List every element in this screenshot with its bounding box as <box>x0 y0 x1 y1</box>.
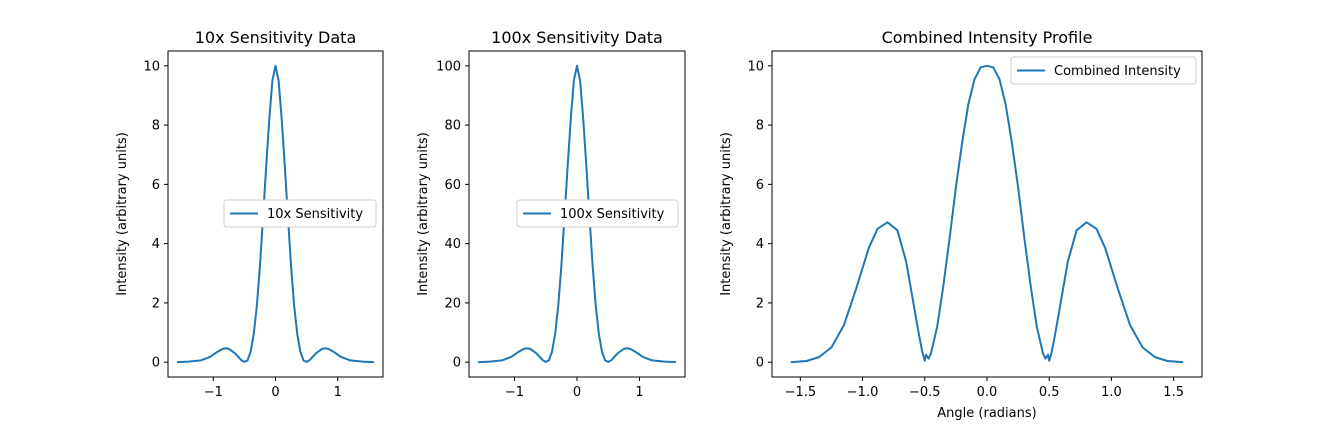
y-tick-label: 2 <box>756 296 764 311</box>
x-tick-label: 0 <box>573 385 581 400</box>
legend: 10x Sensitivity <box>223 199 377 228</box>
y-axis-label: Intensity (arbitrary units) <box>115 132 130 296</box>
y-tick-label: 100 <box>436 59 461 74</box>
y-tick-label: 2 <box>152 296 160 311</box>
chart-title: 100x Sensitivity Data <box>491 28 663 47</box>
y-tick-label: 4 <box>152 237 160 252</box>
y-tick-label: 6 <box>152 178 160 193</box>
chart-title: Combined Intensity Profile <box>882 28 1093 47</box>
legend-box <box>516 199 679 228</box>
x-tick-label: −0.5 <box>909 385 941 400</box>
x-tick-label: 1.0 <box>1101 385 1122 400</box>
y-tick-label: 8 <box>152 119 160 134</box>
y-tick-label: 60 <box>444 178 461 193</box>
x-tick-label: 1 <box>334 385 342 400</box>
y-tick-label: 80 <box>444 119 461 134</box>
y-tick-label: 10 <box>747 59 764 74</box>
y-axis-label: Intensity (arbitrary units) <box>719 132 734 296</box>
y-axis-label: Intensity (arbitrary units) <box>416 132 431 296</box>
x-tick-label: 0.5 <box>1039 385 1060 400</box>
series-line-3-1 <box>790 64 1184 364</box>
y-tick-label: 20 <box>444 296 461 311</box>
x-tick-label: −1 <box>204 385 223 400</box>
x-tick-label: 0.0 <box>977 385 998 400</box>
chart-title: 10x Sensitivity Data <box>195 28 357 47</box>
legend: 100x Sensitivity <box>516 199 679 228</box>
y-tick-label: 6 <box>756 178 764 193</box>
legend-label: 10x Sensitivity <box>267 207 363 222</box>
y-tick-label: 4 <box>756 237 764 252</box>
x-tick-label: −1.5 <box>785 385 817 400</box>
x-tick-label: −1 <box>505 385 524 400</box>
series-line-1-1 <box>176 64 375 364</box>
y-tick-label: 0 <box>756 356 764 371</box>
chart-panel-3: −1.5 −1.0 −0.5 0.0 0.5 1.0 1.5 0 2 4 6 8 10 Combined … <box>719 28 1203 421</box>
x-tick-label: 0 <box>271 385 279 400</box>
x-tick-label: 1 <box>635 385 643 400</box>
y-tick-label: 8 <box>756 119 764 134</box>
y-tick-label: 0 <box>453 356 461 371</box>
x-tick-label: −1.0 <box>847 385 879 400</box>
x-axis-label: Angle (radians) <box>937 406 1036 421</box>
legend: Combined Intensity <box>1010 56 1197 85</box>
legend-box <box>1010 56 1197 85</box>
y-tick-label: 10 <box>143 59 160 74</box>
series-line-2-1 <box>477 64 677 364</box>
y-tick-label: 40 <box>444 237 461 252</box>
legend-label: Combined Intensity <box>1054 64 1181 79</box>
legend-box <box>223 199 377 228</box>
legend-label: 100x Sensitivity <box>560 207 665 222</box>
y-tick-label: 0 <box>152 356 160 371</box>
x-tick-label: 1.5 <box>1163 385 1184 400</box>
